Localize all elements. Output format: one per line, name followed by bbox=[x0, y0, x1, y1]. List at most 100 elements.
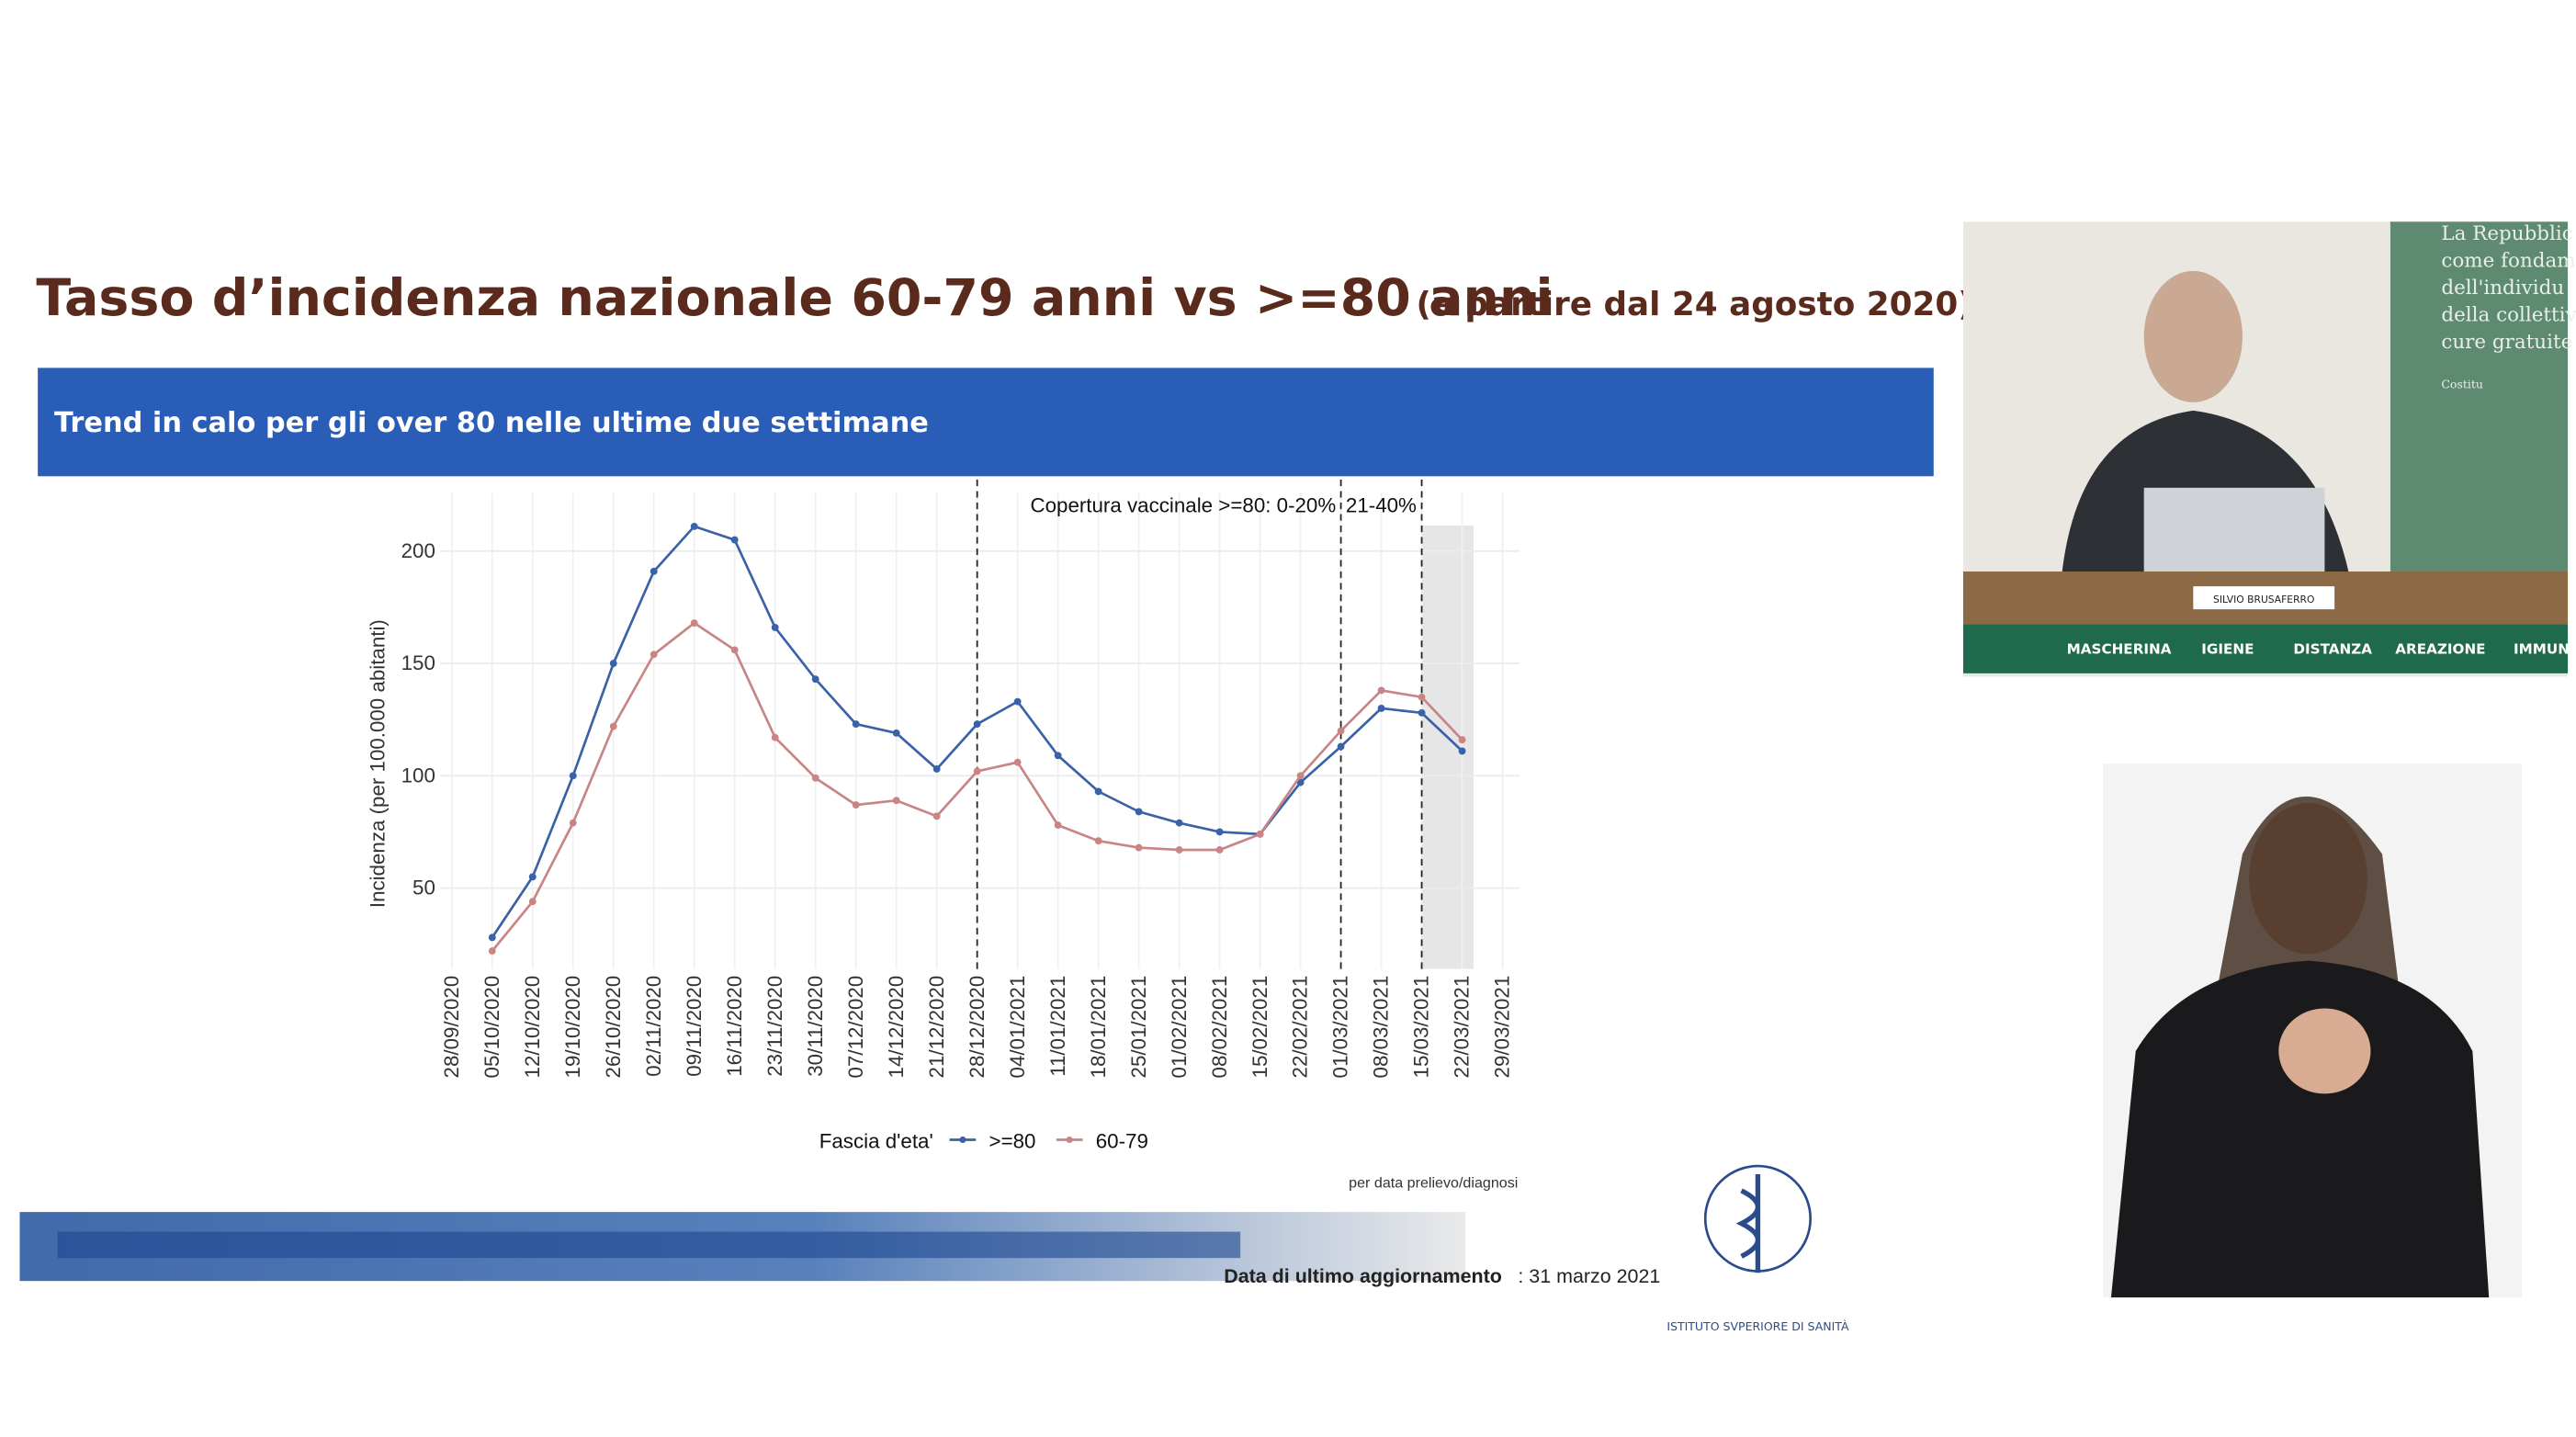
point bbox=[609, 722, 617, 730]
point bbox=[1337, 727, 1345, 735]
point bbox=[690, 619, 698, 627]
logo-text: ISTITUTO SVPERIORE DI SANITÀ bbox=[1666, 1319, 1849, 1333]
x-tick-label: 22/02/2021 bbox=[1289, 976, 1312, 1079]
point bbox=[569, 772, 577, 780]
strip-item: AREAZIONE bbox=[2395, 640, 2485, 657]
x-tick-label: 07/12/2020 bbox=[844, 976, 867, 1079]
chart: 50 100 150 200 28/09/2020 05/10/2020 12/10/202… bbox=[366, 479, 1520, 1152]
point bbox=[609, 660, 617, 667]
x-tick-label: 05/10/2020 bbox=[480, 976, 503, 1079]
interpreter-hair bbox=[2218, 796, 2399, 986]
banner-text: Trend in calo per gli over 80 nelle ulti… bbox=[54, 407, 929, 439]
laptop bbox=[2143, 487, 2325, 587]
point bbox=[690, 522, 698, 530]
point bbox=[1175, 819, 1183, 827]
y-tick-label: 200 bbox=[401, 539, 435, 562]
point bbox=[932, 812, 941, 820]
point bbox=[650, 651, 658, 659]
point bbox=[730, 536, 739, 544]
legend-swatch-point bbox=[959, 1136, 966, 1144]
point bbox=[1418, 708, 1426, 717]
x-tick-label: 26/10/2020 bbox=[602, 976, 625, 1079]
point bbox=[1215, 828, 1224, 836]
interpreter-body bbox=[2110, 960, 2490, 1298]
point bbox=[811, 774, 819, 782]
legend-label: 60-79 bbox=[1096, 1129, 1148, 1152]
point bbox=[973, 720, 981, 729]
point bbox=[488, 933, 496, 942]
wall-line: La Repubblic bbox=[2441, 222, 2572, 245]
point bbox=[1135, 843, 1143, 852]
point bbox=[771, 624, 779, 631]
y-tick-label: 50 bbox=[412, 877, 435, 900]
strip-items: MASCHERINA IGIENE DISTANZA AREAZIONE IMMUNI bbox=[2067, 640, 2575, 657]
point bbox=[1296, 772, 1305, 780]
point bbox=[1054, 821, 1062, 830]
source-note: per data prelievo/diagnosi bbox=[1349, 1174, 1518, 1191]
footer-graphic bbox=[57, 1231, 1241, 1259]
y-axis-label: Incidenza (per 100.000 abitanti) bbox=[366, 619, 389, 908]
point bbox=[811, 675, 819, 684]
point bbox=[892, 729, 900, 737]
x-tick-label: 08/03/2021 bbox=[1370, 976, 1393, 1079]
x-tick-label: 29/03/2021 bbox=[1491, 976, 1514, 1079]
x-tick-label: 16/11/2020 bbox=[723, 976, 746, 1077]
x-tick-label: 11/01/2021 bbox=[1046, 976, 1069, 1077]
x-tick-label: 25/01/2021 bbox=[1127, 976, 1150, 1079]
x-tick-label: 30/11/2020 bbox=[804, 976, 827, 1077]
point bbox=[892, 797, 900, 805]
x-tick-label: 12/10/2020 bbox=[521, 976, 544, 1079]
strip-item: DISTANZA bbox=[2293, 640, 2372, 657]
wall-line: come fondam bbox=[2441, 249, 2575, 272]
x-tick-label: 23/11/2020 bbox=[763, 976, 786, 1077]
x-tick-label: 28/12/2020 bbox=[966, 976, 989, 1079]
point bbox=[1377, 686, 1385, 695]
point bbox=[771, 733, 779, 741]
wall-text: La Repubblic come fondam dell'individu dell… bbox=[2441, 222, 2576, 391]
slide-title-note: (a partire dal 24 agosto 2020) bbox=[1416, 286, 1972, 323]
point bbox=[1256, 830, 1264, 838]
wall-line: Costitu bbox=[2441, 378, 2483, 391]
point bbox=[1013, 697, 1022, 706]
x-tick-label: 02/11/2020 bbox=[642, 976, 665, 1077]
point bbox=[1418, 693, 1426, 701]
x-tick-label: 15/03/2021 bbox=[1410, 976, 1433, 1079]
banner bbox=[38, 368, 1934, 477]
point bbox=[1458, 747, 1466, 755]
x-tick-label: 21/12/2020 bbox=[925, 976, 948, 1079]
y-tick-label: 100 bbox=[401, 764, 435, 786]
x-tick-label: 22/03/2021 bbox=[1451, 976, 1474, 1079]
wall-panel bbox=[2390, 221, 2569, 575]
point bbox=[488, 947, 496, 955]
strip-item: IGIENE bbox=[2201, 640, 2254, 657]
point bbox=[528, 873, 537, 881]
point bbox=[1175, 846, 1183, 854]
point bbox=[1094, 837, 1102, 845]
point bbox=[569, 819, 577, 827]
annotation: 21-40% bbox=[1346, 494, 1417, 517]
point bbox=[650, 567, 658, 575]
annotation: Copertura vaccinale >=80: 0-20% bbox=[1030, 494, 1336, 517]
wall-line: cure gratuite bbox=[2441, 331, 2572, 354]
wall-line: dell'individu bbox=[2441, 277, 2564, 300]
point bbox=[852, 720, 860, 729]
legend-label: >=80 bbox=[989, 1129, 1036, 1152]
point bbox=[1458, 736, 1466, 744]
logo-icon bbox=[1735, 1174, 1761, 1273]
point bbox=[1377, 705, 1385, 712]
speaker-head bbox=[2143, 270, 2243, 402]
x-tick-label: 08/02/2021 bbox=[1208, 976, 1231, 1079]
x-tick-label: 01/03/2021 bbox=[1329, 976, 1352, 1079]
legend-swatch-point bbox=[1066, 1136, 1073, 1144]
legend-title: Fascia d'eta' bbox=[819, 1129, 933, 1152]
shaded-band bbox=[1421, 525, 1474, 969]
point bbox=[730, 646, 739, 654]
x-tick-label: 09/11/2020 bbox=[683, 976, 706, 1077]
point bbox=[932, 765, 941, 773]
x-tick-label: 15/02/2021 bbox=[1248, 976, 1271, 1079]
point bbox=[1054, 752, 1062, 760]
point bbox=[1215, 846, 1224, 854]
x-tick-label: 18/01/2021 bbox=[1087, 976, 1110, 1079]
